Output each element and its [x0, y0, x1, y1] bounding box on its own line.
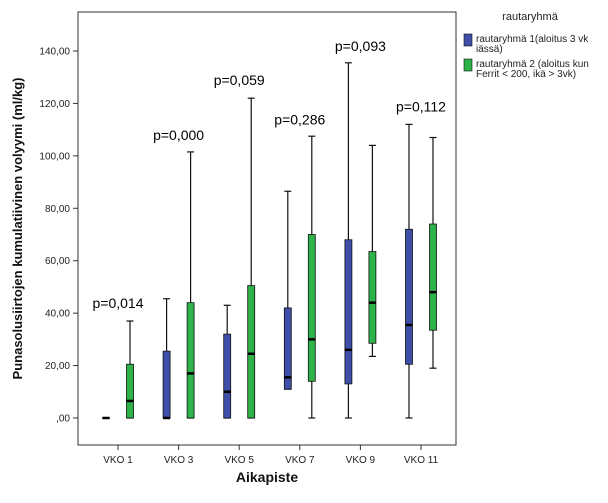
y-tick-label: 140,00 — [39, 47, 70, 58]
box-iqr — [429, 223, 437, 331]
legend-swatch-1 — [463, 33, 473, 47]
y-tick-label: 40,00 — [45, 309, 70, 320]
p-value-label: p=0,112 — [396, 98, 446, 114]
plot-frame — [77, 11, 457, 446]
box-iqr — [344, 239, 353, 385]
box-2-vko-5 — [247, 97, 256, 419]
box-1-vko-5 — [223, 304, 232, 419]
box-1-vko-9 — [344, 62, 353, 419]
legend-label: rautaryhmä 1(aloitus 3 vk — [476, 34, 589, 45]
p-value-label: p=0,093 — [335, 38, 386, 54]
y-tick-label: 80,00 — [45, 204, 70, 215]
box-iqr — [223, 333, 232, 419]
y-tick-label: 120,00 — [39, 99, 70, 110]
x-axis: VKO 1 VKO 3 VKO 5 VKO 7 VKO 9 VKO 11 — [103, 445, 439, 466]
p-value-label: p=0,286 — [274, 111, 325, 127]
box-1-vko-11 — [405, 123, 413, 419]
x-tick-label: VKO 7 — [285, 455, 315, 466]
box-iqr — [307, 234, 316, 382]
legend-label: Ferrit < 200, ikä > 3vk) — [476, 69, 576, 80]
p-value-label: p=0,059 — [214, 72, 265, 88]
x-tick-label: VKO 11 — [404, 455, 439, 466]
plot-area — [77, 11, 457, 446]
box-1-vko-3 — [162, 298, 171, 420]
box-iqr — [368, 251, 377, 344]
box-2-vko-7 — [307, 135, 316, 419]
y-tick-label: ,00 — [56, 414, 70, 425]
p-value-label: p=0,000 — [153, 127, 204, 143]
x-tick-label: VKO 9 — [346, 455, 376, 466]
y-axis-title: Punasolusiirtojen kumulatiivinen volyymi… — [10, 78, 25, 380]
box-iqr — [405, 228, 413, 365]
box-iqr — [247, 285, 256, 419]
y-tick-label: 20,00 — [45, 361, 70, 372]
y-tick-label: 60,00 — [45, 256, 70, 267]
p-value-label: p=0,014 — [93, 295, 144, 311]
legend-label: rautaryhmä 2 (aloitus kun — [476, 59, 589, 70]
box-iqr — [126, 363, 134, 419]
x-tick-label: VKO 3 — [164, 455, 194, 466]
box-iqr — [283, 307, 292, 390]
y-tick-label: 100,00 — [39, 151, 70, 162]
x-tick-label: VKO 1 — [103, 455, 133, 466]
box-2-vko-1 — [126, 320, 134, 419]
x-tick-label: VKO 5 — [224, 455, 254, 466]
box-2-vko-9 — [368, 144, 377, 357]
box-1-vko-1 — [102, 416, 110, 420]
box-2-vko-3 — [186, 151, 195, 419]
box-2-vko-11 — [429, 136, 437, 369]
legend-label: iässä) — [476, 44, 503, 55]
box-iqr — [186, 302, 195, 419]
y-axis: ,00 20,00 40,00 60,00 80,00 100,00 120,00 140,0… — [39, 47, 78, 425]
legend-title: rautaryhmä — [502, 11, 559, 23]
p-value-annotations: p=0,014 p=0,000 p=0,059 p=0,286 p=0,093 p=0,1… — [93, 38, 447, 311]
x-axis-title: Aikapiste — [236, 469, 298, 485]
box-iqr — [162, 350, 171, 419]
legend: rautaryhmä rautaryhmä 1(aloitus 3 vkiäss… — [463, 11, 589, 80]
legend-swatch-2 — [463, 58, 473, 72]
boxplots — [102, 62, 437, 420]
box-1-vko-7 — [283, 190, 292, 390]
